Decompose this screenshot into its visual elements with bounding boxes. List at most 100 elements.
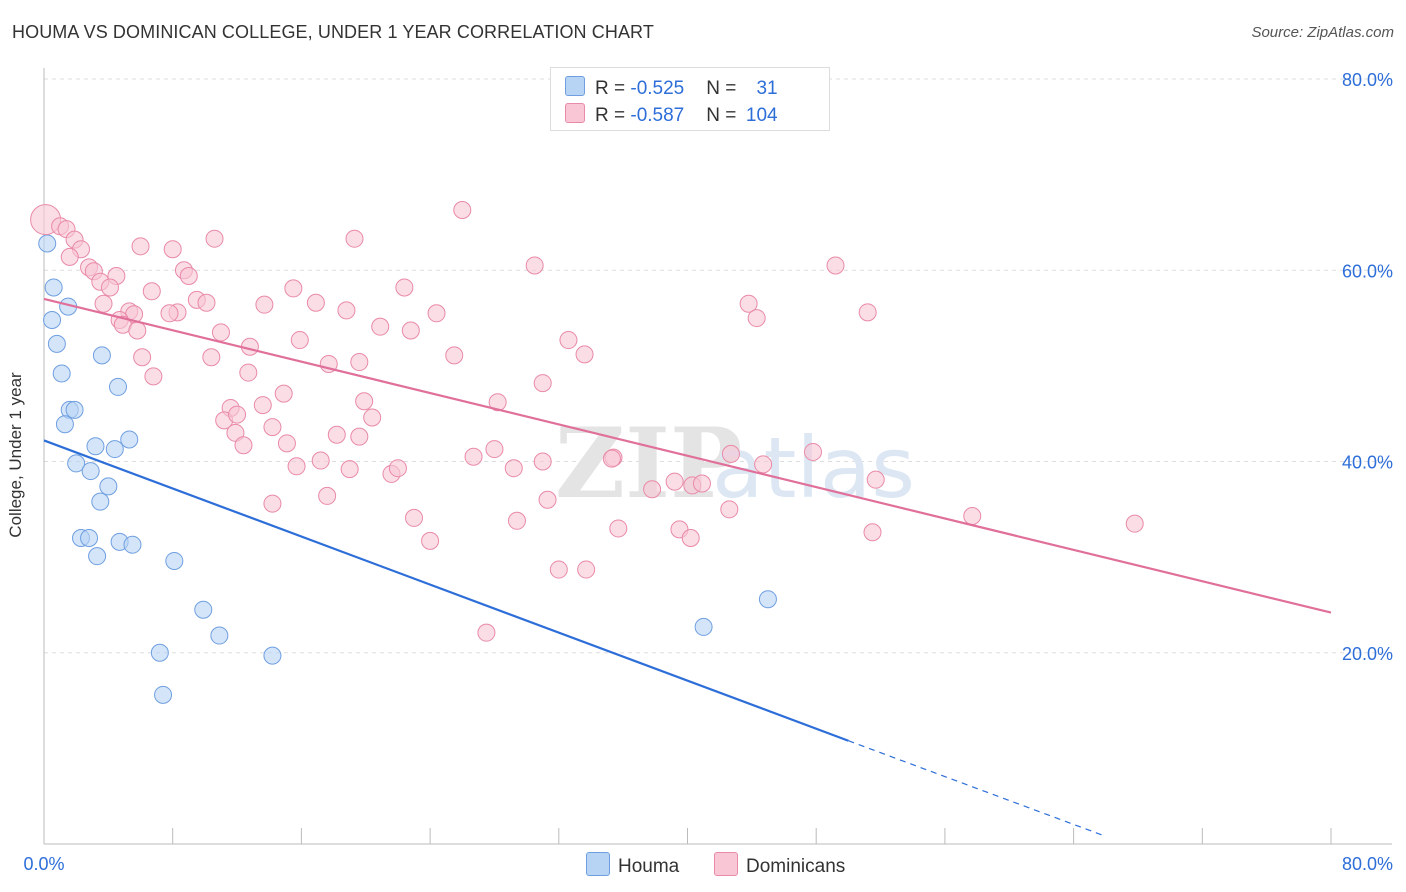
dominicans-point [803,442,822,461]
dominicans-point [350,353,369,372]
dominicans-n-label: N = [706,105,742,126]
dominicans-point [345,229,364,248]
dominicans-point [401,321,420,340]
legend-row-houma: R = -0.525 N = 31 [565,76,778,99]
dominicans-point [179,266,198,285]
dominicans-n-value: 104 [745,105,778,126]
x-tick-label-max: 80.0% [1342,854,1393,874]
dominicans-point [525,256,544,275]
watermark-atlas: atlas [712,419,915,517]
dominicans-point [350,427,369,446]
dominicans-point [692,474,711,493]
y-tick-label-20: 20.0% [1342,644,1393,664]
dominicans-point [754,455,773,474]
dominicans-point [211,323,230,342]
dominicans-point [263,494,282,513]
houma-trend-line [43,439,849,742]
dominicans-point [533,374,552,393]
houma-point [52,364,71,383]
houma-n-label: N = [706,78,742,99]
dominicans-point [363,408,382,427]
dominicans-point [405,508,424,527]
y-tick-label-40: 40.0% [1342,453,1393,473]
dominicans-point [60,247,79,266]
trend-lines [43,297,1332,837]
dominicans-point [863,523,882,542]
dominicans-point [858,303,877,322]
chart-title: HOUMA VS DOMINICAN COLLEGE, UNDER 1 YEAR… [12,22,654,42]
dominicans-point [274,384,293,403]
houma-point [55,415,74,434]
watermark-zip: ZIP [555,407,742,520]
dominicans-point [453,201,472,220]
legend-row-dominicans: R = -0.587 N = 104 [565,103,778,126]
dominicans-point [427,304,446,323]
dominicans-point [318,486,337,505]
dominicans-point [142,282,161,301]
dominicans-point [826,256,845,275]
houma-point [44,278,63,297]
dominicans-point [388,459,407,478]
dominicans-point [602,449,621,468]
dominicans-point [205,229,224,248]
dominicans-point [131,237,150,256]
houma-point [43,310,62,329]
dominicans-point [327,425,346,444]
houma-point [210,626,229,645]
dominicans-legend-swatch-icon [714,852,738,876]
dominicans-point [311,451,330,470]
dominicans-point [133,348,152,367]
dominicans-r-label: R = [595,105,631,126]
tick-labels: 20.0% 40.0% 60.0% 80.0% 0.0% 80.0% [23,70,1393,874]
houma-point [150,643,169,662]
dominicans-point [421,531,440,550]
dominicans-point [255,295,274,314]
houma-point [165,551,184,570]
houma-point [194,600,213,619]
houma-point [154,685,173,704]
houma-r-label: R = [595,78,631,99]
dominicans-swatch-icon [565,103,585,123]
houma-point [123,535,142,554]
houma-point [67,454,86,473]
houma-point [109,377,128,396]
dominicans-point [549,560,568,579]
houma-point [92,346,111,365]
houma-point [105,440,124,459]
source-label: Source: ZipAtlas.com [1251,24,1394,41]
dominicans-point [504,459,523,478]
houma-point [91,492,110,511]
dominicans-point [488,393,507,412]
dominicans-point [665,472,684,491]
dominicans-point [160,304,179,323]
dominicans-point [239,363,258,382]
y-tick-label-80: 80.0% [1342,70,1393,90]
houma-r-value: -0.525 [630,78,685,99]
dominicans-point [306,293,325,312]
watermark: ZIP atlas [555,407,915,520]
houma-legend-swatch-icon [586,852,610,876]
dominicans-point [290,331,309,350]
houma-n-value: 31 [756,78,778,99]
houma-trend-line-extension [848,740,1106,837]
dominicans-point [197,293,216,312]
dominicans-point [559,331,578,350]
dominicans-point [485,440,504,459]
dominicans-point [100,278,119,297]
axes [43,68,1392,845]
dominicans-point [507,511,526,530]
dominicans-point [371,317,390,336]
dominicans-point [866,470,885,489]
dominicans-point [277,434,296,453]
houma-point [38,234,57,253]
dominicans-trend-line [43,297,1332,614]
dominicans-point [234,436,253,455]
dominicans-point [577,560,596,579]
dominicans-r-value: -0.587 [630,105,685,126]
dominicans-point [538,490,557,509]
houma-point [694,617,713,636]
bottom-legend-dominicans: Dominicans [714,852,845,878]
dominicans-point [128,321,147,340]
dominicans-point [445,346,464,365]
